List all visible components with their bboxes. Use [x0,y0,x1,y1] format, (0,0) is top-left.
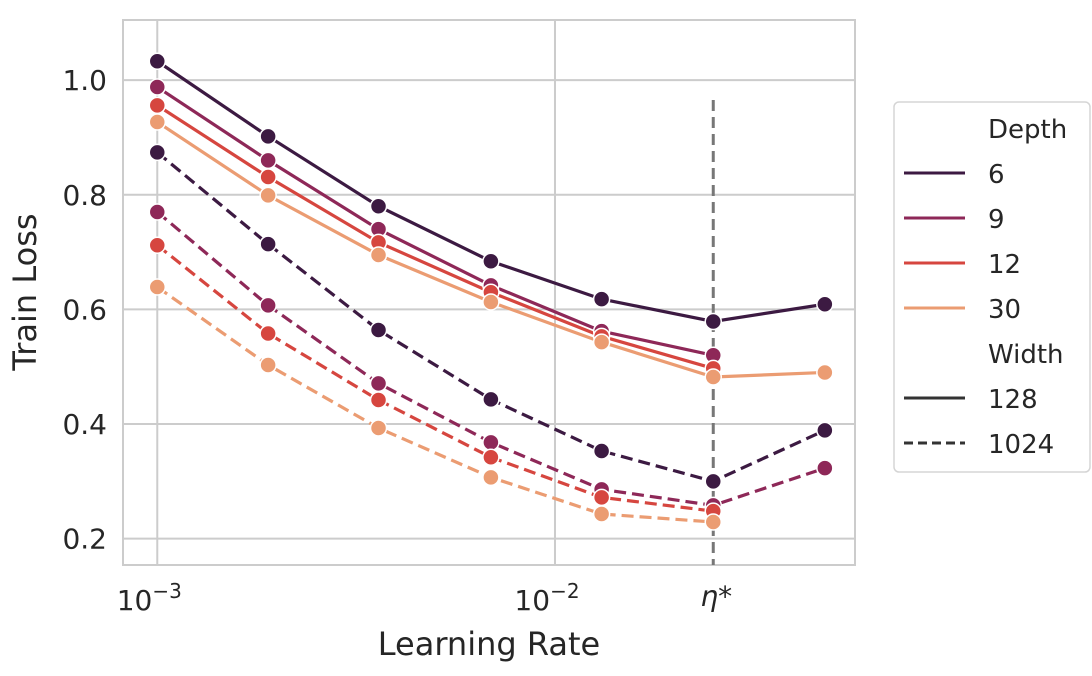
y-tick-label: 0.4 [62,408,107,441]
data-point-depth-6-width-1024 [369,321,388,339]
data-point-depth-12-width-128 [148,96,167,115]
data-point-depth-12-width-1024 [482,448,500,467]
data-point-depth-30-width-128 [816,363,834,382]
data-point-depth-30-width-1024 [592,505,611,523]
series-line-depth-9-width-128 [156,85,714,357]
data-point-depth-30-width-1024 [704,513,723,531]
data-point-depth-12-width-128 [259,168,277,186]
data-point-depth-9-width-1024 [369,374,388,393]
legend-label-width-128: 128 [988,385,1038,415]
legend-label-depth-12: 12 [988,250,1021,280]
legend-label-depth-9: 9 [988,205,1005,235]
eta-star-label: η* [700,580,732,613]
x-tick-label: 10−3 [117,579,182,617]
legend-title-width: Width [988,340,1064,370]
data-point-depth-6-width-128 [592,290,611,308]
data-point-depth-30-width-128 [592,333,611,351]
legend-title-depth: Depth [988,115,1067,145]
series-line-depth-12-width-128 [156,104,714,370]
data-point-depth-9-width-1024 [482,433,500,452]
data-point-depth-6-width-1024 [148,143,167,162]
data-point-depth-6-width-1024 [816,421,834,440]
data-point-depth-12-width-1024 [259,324,277,343]
x-axis-label: Learning Rate [378,625,600,663]
data-point-depth-12-width-1024 [148,236,167,254]
data-point-depth-30-width-128 [148,113,167,131]
data-point-depth-30-width-1024 [148,278,167,296]
data-point-depth-9-width-128 [259,151,277,170]
legend: Depth 6 9 12 30 Width 128 1024 [893,101,1091,473]
data-point-depth-6-width-1024 [704,472,723,491]
data-point-depth-6-width-128 [704,312,723,331]
data-point-depth-30-width-128 [482,293,500,311]
data-point-depth-6-width-128 [816,295,834,313]
data-point-depth-30-width-128 [259,186,277,205]
data-point-depth-30-width-128 [369,246,388,264]
data-point-depth-6-width-128 [259,127,277,146]
y-tick-label: 0.6 [62,293,107,326]
series-line-depth-12-width-1024 [156,243,714,513]
data-point-depth-9-width-1024 [816,459,834,477]
data-point-depth-30-width-1024 [369,419,388,437]
data-point-depth-6-width-128 [369,197,388,216]
data-point-depth-6-width-1024 [259,235,277,253]
legend-label-depth-30: 30 [988,295,1021,325]
legend-frame [893,101,1091,473]
legend-label-width-1024: 1024 [988,430,1054,460]
series-line-depth-30-width-1024 [156,285,714,524]
data-point-depth-6-width-128 [482,252,500,271]
data-point-depth-12-width-1024 [592,488,611,507]
data-point-depth-9-width-128 [148,78,167,96]
legend-label-depth-6: 6 [988,160,1005,190]
y-tick-label: 0.8 [62,179,107,212]
data-point-depth-6-width-128 [148,52,167,71]
data-point-depth-30-width-1024 [259,356,277,374]
data-point-depth-9-width-1024 [148,203,167,221]
x-tick-label: 10−2 [514,579,579,617]
y-tick-label: 1.0 [62,64,107,97]
data-point-depth-6-width-1024 [482,390,500,409]
data-point-depth-9-width-1024 [259,296,277,315]
data-point-depth-30-width-1024 [482,468,500,487]
y-tick-label: 0.2 [62,523,107,556]
data-point-depth-30-width-128 [704,368,723,386]
y-axis-label: Train Loss [6,213,44,371]
data-point-depth-12-width-1024 [369,391,388,409]
data-point-depth-6-width-1024 [592,442,611,460]
